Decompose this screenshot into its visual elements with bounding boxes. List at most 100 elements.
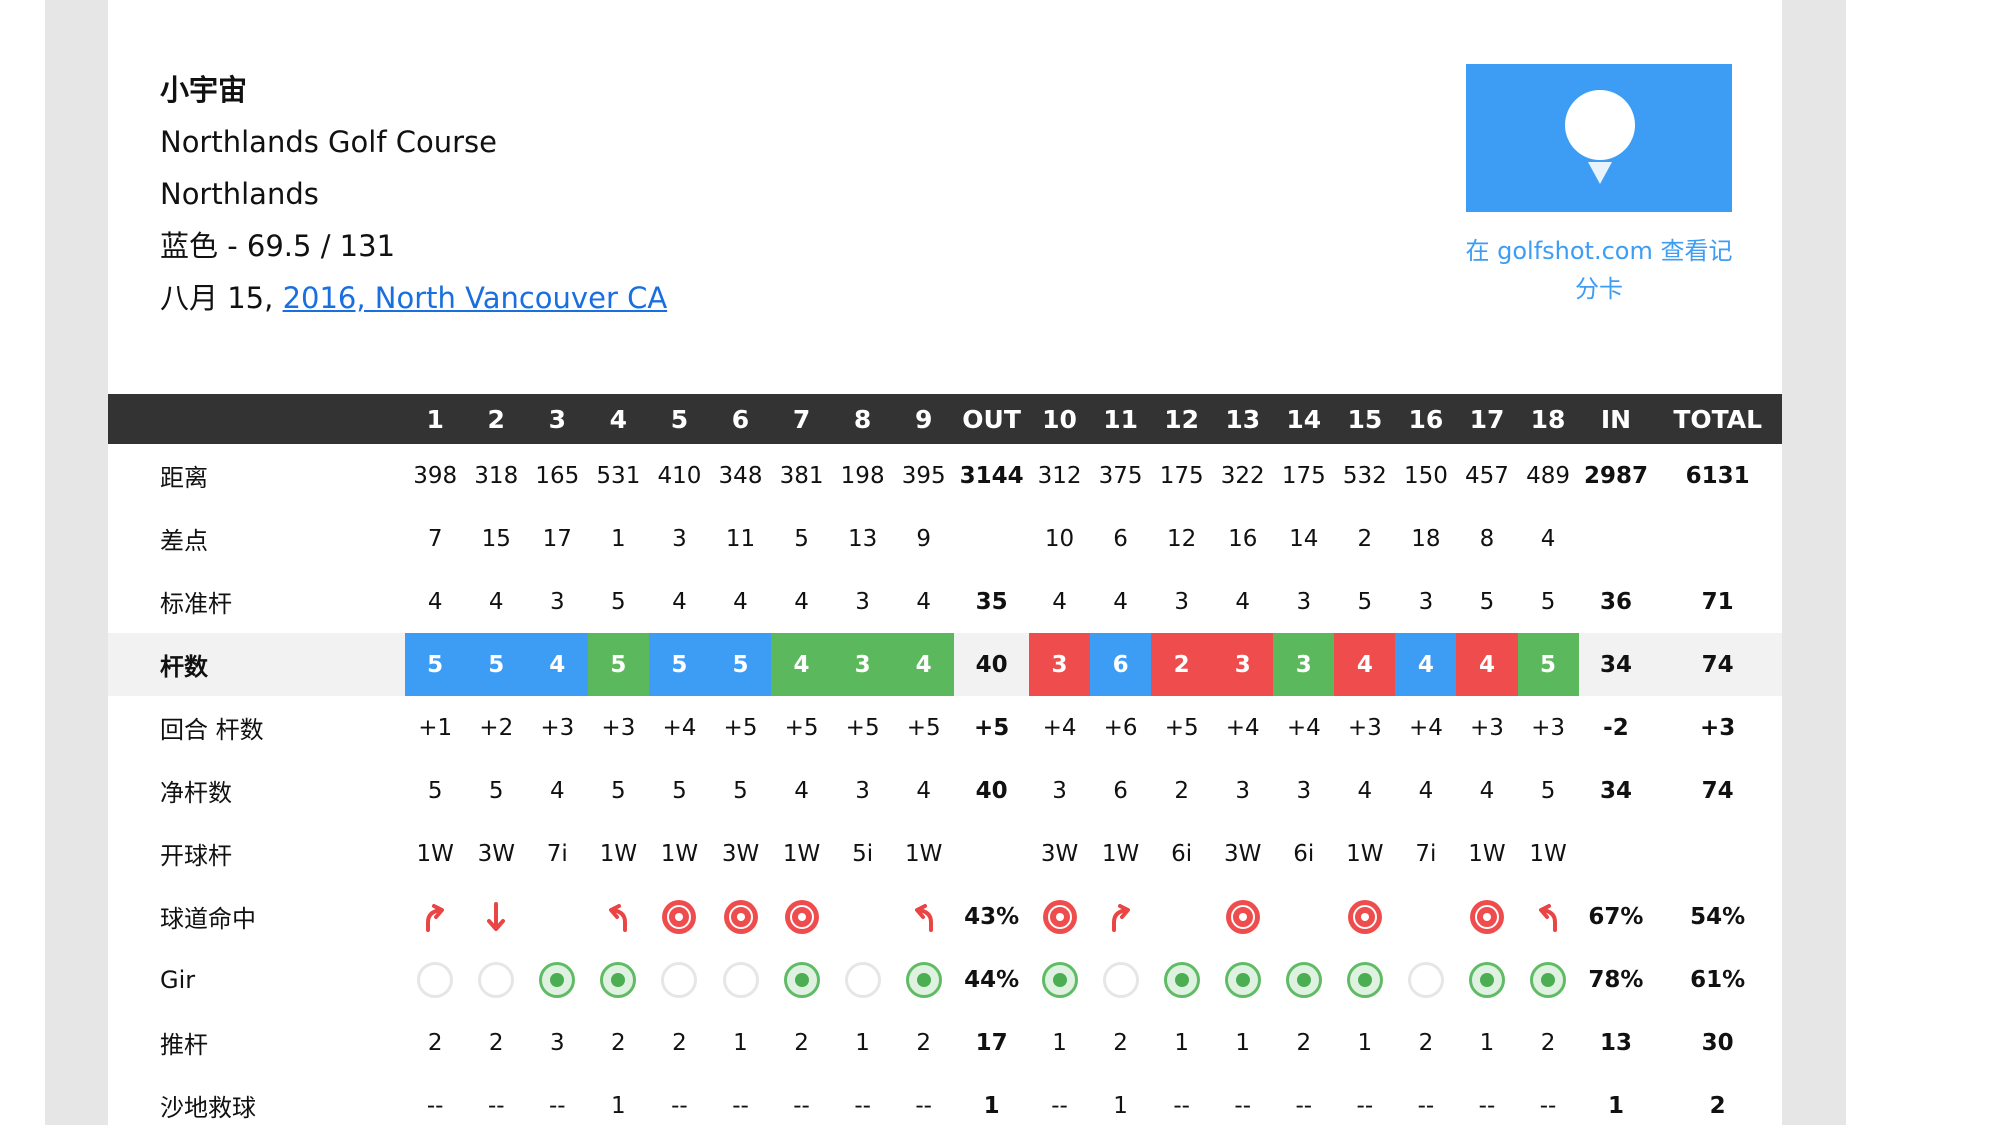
- gir-miss-icon: [661, 961, 698, 998]
- fairway-cell: [832, 885, 893, 948]
- putts-cell: 17: [975, 1029, 1008, 1056]
- sand-cell: --: [671, 1092, 688, 1119]
- gir-hit-icon: [905, 961, 942, 998]
- gir-cell: [1395, 948, 1456, 1011]
- par-cell: 4: [427, 588, 443, 615]
- distance-cell: 6131: [1685, 462, 1750, 489]
- strokes-cell: 3: [1273, 633, 1335, 696]
- handicap-cell: [954, 507, 1029, 570]
- par-cell: 4: [916, 588, 931, 615]
- running-cell: +5: [1164, 714, 1199, 741]
- club-cell: 1W: [1468, 840, 1506, 867]
- header-hole-1: 1: [404, 394, 466, 444]
- club-cell: 1W: [1346, 840, 1384, 867]
- strokes-cell: 5: [465, 633, 527, 696]
- club-cell: 6i: [1293, 840, 1315, 867]
- strokes-cell: 4: [1334, 633, 1396, 696]
- header-hole-6: 6: [709, 394, 772, 444]
- putts-cell: 2: [1113, 1029, 1128, 1056]
- running-cell: +5: [784, 714, 819, 741]
- arrow-right-icon: [426, 903, 445, 932]
- strokes-cell: 3: [832, 633, 894, 696]
- par-cell: 3: [1418, 588, 1434, 615]
- net-cell: 4: [794, 777, 809, 804]
- target-hit-icon: [1347, 899, 1382, 934]
- gir-cell: [1456, 948, 1517, 1011]
- row-label: 回合 杆数: [160, 716, 264, 744]
- net-cell: 4: [1479, 777, 1495, 804]
- header-hole-out: OUT: [954, 394, 1029, 444]
- row-par: 标准杆 4 4 3 5 4 4 4 3 4 35 4 4 3 4 3 5 3 5 5 36 71: [108, 570, 1782, 633]
- row-putts: 推杆 2 2 3 2 2 1 2 1 2 17 1 2 1 1 2 1 2 1 2 13 30: [108, 1011, 1782, 1074]
- scorecard-card: 小宇宙 Northlands Golf Course Northlands 蓝色…: [108, 0, 1782, 1125]
- sand-cell: --: [1478, 1092, 1496, 1119]
- club-cell: [954, 822, 1029, 885]
- putts-cell: 2: [427, 1029, 443, 1056]
- par-cell: 36: [1599, 588, 1632, 615]
- handicap-cell: 9: [916, 525, 931, 552]
- gir-hit-icon: [1224, 961, 1261, 998]
- distance-cell: 312: [1037, 462, 1082, 489]
- distance-cell: 3144: [959, 462, 1024, 489]
- par-cell: 4: [1235, 588, 1251, 615]
- distance-cell: 457: [1465, 462, 1509, 489]
- sand-cell: --: [732, 1092, 749, 1119]
- view-on-golfshot-link[interactable]: 在 golfshot.com 查看记分卡: [1465, 237, 1733, 303]
- percent-cell: 54%: [1690, 903, 1746, 930]
- running-cell: +4: [1225, 714, 1260, 741]
- running-cell: +4: [1408, 714, 1443, 741]
- putts-cell: 2: [794, 1029, 809, 1056]
- club-cell: 1W: [599, 840, 638, 867]
- club-cell: 3W: [477, 840, 515, 867]
- strokes-cell: 5: [709, 633, 772, 696]
- fairway-cell: [771, 885, 832, 948]
- target-hit-icon: [723, 899, 758, 934]
- distance-cell: 2987: [1583, 462, 1648, 489]
- putts-cell: 1: [855, 1029, 870, 1056]
- tee-rating: 蓝色 - 69.5 / 131: [160, 229, 396, 263]
- gir-cell: [1029, 948, 1090, 1011]
- gir-cell: [649, 948, 710, 1011]
- header-hole-3: 3: [526, 394, 588, 444]
- sand-cell: --: [487, 1092, 505, 1119]
- header-hole-12: 12: [1151, 394, 1213, 444]
- net-cell: 3: [855, 777, 870, 804]
- club-name: Northlands: [160, 177, 319, 211]
- net-cell: 74: [1701, 777, 1734, 804]
- gir-cell: [1334, 948, 1395, 1011]
- target-hit-icon: [662, 899, 697, 934]
- row-sand: 沙地救球 -- -- -- 1 -- -- -- -- -- 1 -- 1 -- -- -- -- -- -- -- 1…: [108, 1074, 1782, 1137]
- club-cell: 1W: [782, 840, 821, 867]
- putts-cell: 2: [488, 1029, 504, 1056]
- club-cell: 3W: [1224, 840, 1262, 867]
- running-cell: +4: [1042, 714, 1077, 741]
- strokes-cell: 4: [526, 633, 588, 696]
- arrow-right-icon: [1111, 903, 1130, 932]
- sand-cell: --: [1356, 1092, 1374, 1119]
- sand-cell: --: [1295, 1092, 1313, 1119]
- golfshot-logo[interactable]: [1466, 64, 1732, 212]
- handicap-cell: 11: [725, 525, 756, 552]
- net-cell: 5: [611, 777, 626, 804]
- gir-miss-icon: [722, 961, 759, 998]
- running-cell: +4: [662, 714, 697, 741]
- running-cell: +5: [906, 714, 941, 741]
- fairway-cell: [649, 885, 710, 948]
- sand-cell: --: [1234, 1092, 1252, 1119]
- par-cell: 4: [488, 588, 504, 615]
- net-cell: 2: [1174, 777, 1189, 804]
- putts-cell: 1: [733, 1029, 748, 1056]
- distance-cell: 322: [1220, 462, 1265, 489]
- target-hit-icon: [1225, 899, 1260, 934]
- gir-cell: [405, 948, 466, 1011]
- location-link[interactable]: 2016, North Vancouver CA: [282, 281, 668, 315]
- arrow-left-icon: [1539, 903, 1558, 932]
- putts-cell: 30: [1701, 1029, 1734, 1056]
- handicap-cell: 14: [1289, 525, 1319, 552]
- net-cell: 5: [427, 777, 443, 804]
- net-cell: 3: [1052, 777, 1067, 804]
- player-name: 小宇宙: [160, 73, 248, 107]
- gir-hit-icon: [1041, 961, 1078, 998]
- distance-cell: 381: [779, 462, 824, 489]
- header-hole-11: 11: [1090, 394, 1152, 444]
